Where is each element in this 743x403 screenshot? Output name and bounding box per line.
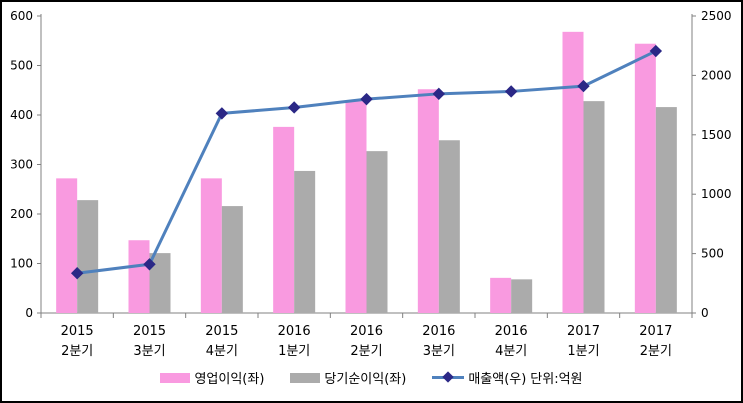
operating-profit-legend-label: 영업이익(좌) bbox=[194, 372, 265, 387]
net-income-legend-label: 당기순이익(좌) bbox=[324, 372, 407, 387]
operating-profit-bar bbox=[562, 31, 584, 314]
left-axis-tick-label: 600 bbox=[10, 9, 33, 23]
category-label-year: 2016 bbox=[350, 324, 383, 339]
revenue-marker bbox=[143, 258, 156, 271]
right-axis-tick-label: 2000 bbox=[701, 68, 732, 82]
left-axis-tick-label: 100 bbox=[10, 257, 33, 271]
category-label-quarter: 4분기 bbox=[495, 344, 527, 359]
category-label-quarter: 1분기 bbox=[567, 344, 599, 359]
right-axis-tick-label: 1500 bbox=[701, 128, 732, 142]
operating-profit-bar bbox=[128, 240, 150, 313]
net-income-bar bbox=[221, 206, 243, 313]
unit-label: 단위:억원 bbox=[530, 372, 583, 387]
net-income-bar bbox=[655, 107, 677, 313]
category-label-year: 2017 bbox=[567, 324, 600, 339]
left-axis-tick-label: 400 bbox=[10, 108, 33, 122]
operating-profit-bar bbox=[200, 178, 222, 313]
revenue-marker bbox=[360, 92, 373, 106]
category-label-quarter: 2분기 bbox=[61, 344, 93, 359]
category-label-year: 2015 bbox=[133, 324, 166, 339]
category-label-year: 2016 bbox=[278, 324, 311, 339]
legend: 영업이익(좌) 당기순이익(좌) 매출액(우) 단위:억원 bbox=[2, 368, 741, 387]
net-income-bar bbox=[511, 279, 533, 313]
revenue-legend-label: 매출액(우) bbox=[468, 372, 527, 387]
operating-profit-bar bbox=[490, 277, 512, 313]
net-income-bar bbox=[294, 170, 316, 313]
revenue-marker bbox=[504, 85, 518, 98]
revenue-marker bbox=[432, 87, 446, 101]
category-label-year: 2017 bbox=[639, 324, 672, 339]
net-income-bar bbox=[149, 253, 171, 313]
category-label-quarter: 3분기 bbox=[423, 344, 455, 359]
legend-item-operating-profit: 영업이익(좌) bbox=[160, 368, 264, 387]
right-axis-tick-label: 1000 bbox=[701, 187, 732, 201]
net-income-swatch bbox=[290, 372, 321, 383]
category-label-quarter: 1분기 bbox=[278, 344, 310, 359]
net-income-bar bbox=[77, 200, 99, 313]
operating-profit-bar bbox=[634, 43, 656, 313]
legend-item-revenue: 매출액(우) 단위:억원 bbox=[432, 368, 583, 387]
left-axis-tick-label: 500 bbox=[10, 59, 33, 73]
revenue-marker bbox=[215, 107, 229, 120]
left-axis-tick-label: 200 bbox=[10, 207, 33, 221]
category-label-quarter: 3분기 bbox=[133, 344, 165, 359]
legend-item-net-income: 당기순이익(좌) bbox=[290, 368, 406, 387]
right-axis-tick-label: 500 bbox=[701, 247, 724, 261]
right-axis-tick-label: 0 bbox=[701, 306, 709, 320]
operating-profit-bar bbox=[273, 126, 295, 313]
right-axis-tick-label: 2500 bbox=[701, 9, 732, 23]
category-label-year: 2015 bbox=[205, 324, 238, 339]
operating-profit-bar bbox=[56, 178, 78, 313]
revenue-line-sample bbox=[432, 371, 465, 383]
revenue-marker bbox=[577, 79, 590, 93]
net-income-bar bbox=[366, 151, 388, 313]
left-axis-tick-label: 0 bbox=[25, 306, 33, 320]
revenue-marker bbox=[287, 101, 301, 114]
category-label-quarter: 2분기 bbox=[640, 344, 672, 359]
net-income-bar bbox=[438, 140, 460, 313]
operating-profit-bar bbox=[345, 101, 367, 313]
left-axis-tick-label: 300 bbox=[10, 158, 33, 172]
category-label-quarter: 2분기 bbox=[350, 344, 382, 359]
operating-profit-swatch bbox=[160, 372, 191, 383]
revenue-marker bbox=[70, 266, 84, 280]
revenue-marker bbox=[649, 44, 663, 58]
net-income-bar bbox=[583, 101, 605, 313]
category-label-year: 2016 bbox=[422, 324, 455, 339]
diamond-marker-icon bbox=[442, 371, 454, 383]
category-label-quarter: 4분기 bbox=[206, 344, 238, 359]
category-label-year: 2015 bbox=[61, 324, 94, 339]
operating-profit-bar bbox=[417, 89, 439, 313]
category-label-year: 2016 bbox=[495, 324, 528, 339]
